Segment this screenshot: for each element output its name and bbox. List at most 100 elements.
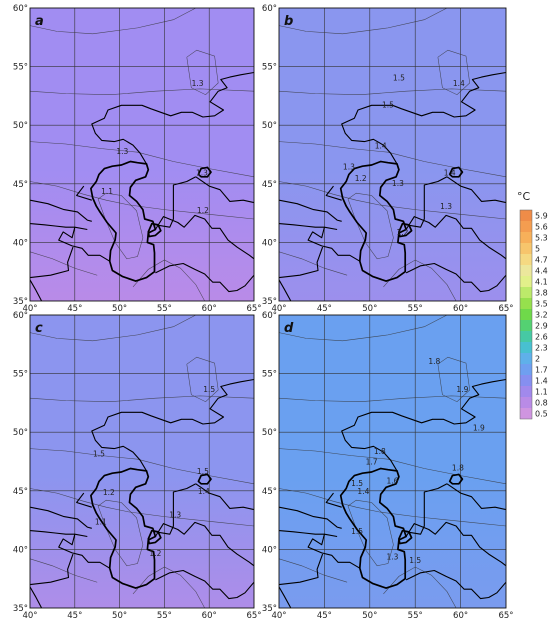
lon-tick-label: 65° xyxy=(246,611,261,621)
lon-tick-label: 55° xyxy=(157,611,172,621)
lon-tick-label: 50° xyxy=(362,304,377,314)
contour-label: 1.5 xyxy=(93,450,105,459)
contour-label: 1.2 xyxy=(149,549,161,558)
country-border xyxy=(325,492,342,508)
colorbar-swatch xyxy=(520,265,532,276)
country-border xyxy=(58,534,110,569)
country-border xyxy=(405,569,506,600)
lat-tick-label: 55° xyxy=(13,63,28,73)
colorbar-swatch xyxy=(520,364,532,375)
contour-line xyxy=(132,566,205,608)
country-border xyxy=(91,71,254,165)
contour-line xyxy=(347,499,394,567)
contour-line xyxy=(437,356,470,403)
lon-tick-label: 50° xyxy=(362,611,377,621)
colorbar-label: 2.3 xyxy=(535,344,548,353)
country-border xyxy=(30,530,88,538)
lat-tick-label: 40° xyxy=(262,238,277,248)
contour-label: 1.2 xyxy=(355,174,367,183)
lon-tick-label: 45° xyxy=(67,304,82,314)
contour-line xyxy=(30,181,254,220)
panel-frame xyxy=(29,314,255,609)
contour-line xyxy=(30,558,98,583)
colorbar-label: 2.9 xyxy=(535,322,548,331)
colorbar-label: 0.5 xyxy=(535,410,548,419)
contour-line xyxy=(186,49,219,96)
colorbar-label: 4.1 xyxy=(535,278,548,287)
contour-line xyxy=(347,192,394,260)
contour-label: 1.2 xyxy=(103,488,115,497)
panel-label: b xyxy=(284,14,293,29)
country-border xyxy=(30,586,43,608)
lon-tick-label: 60° xyxy=(453,611,468,621)
contour-label: 1.9 xyxy=(473,424,485,433)
colorbar-label: 3.2 xyxy=(535,311,548,320)
colorbar-swatch xyxy=(520,331,532,342)
temperature-field xyxy=(279,315,506,608)
colorbar-swatch xyxy=(520,221,532,232)
colorbar-swatch xyxy=(520,320,532,331)
temperature-field xyxy=(30,315,254,608)
colorbar-swatch xyxy=(520,287,532,298)
panel-frame xyxy=(29,7,255,302)
colorbar-swatch xyxy=(520,353,532,364)
lat-tick-label: 60° xyxy=(13,4,28,14)
country-border xyxy=(155,569,254,600)
contour-label: 1.9 xyxy=(456,385,468,394)
colorbar-label: 1.1 xyxy=(535,388,548,397)
country-border xyxy=(279,553,324,586)
contour-label: 1.5 xyxy=(393,73,405,82)
colorbar-unit: °C xyxy=(517,190,531,203)
country-border xyxy=(195,176,254,204)
country-border xyxy=(30,223,88,231)
country-border xyxy=(446,483,506,511)
contour-label: 1.2 xyxy=(197,206,209,215)
lon-tick-label: 40° xyxy=(271,611,286,621)
colorbar-label: 5.6 xyxy=(535,223,548,232)
colorbar-label: 5.9 xyxy=(535,212,548,221)
colorbar-swatch xyxy=(520,397,532,408)
kara-bogaz-gol-coastline xyxy=(398,222,413,238)
panel-label: d xyxy=(284,321,294,336)
contour-label: 1.5 xyxy=(203,385,215,394)
aral-sea-coastline xyxy=(197,166,212,178)
temperature-field xyxy=(30,8,254,301)
country-border xyxy=(30,553,74,586)
contour-label: 1.8 xyxy=(374,447,386,456)
contour-label: 1.1 xyxy=(101,187,113,196)
colorbar-swatch xyxy=(520,254,532,265)
lat-tick-label: 60° xyxy=(13,311,28,321)
contour-line xyxy=(30,8,196,35)
caspian-sea-coastline xyxy=(339,467,407,589)
lon-tick-label: 40° xyxy=(22,611,37,621)
contour-label: 1.5 xyxy=(197,467,209,476)
contour-line xyxy=(279,488,506,527)
panel-frame xyxy=(278,314,507,609)
lon-tick-label: 60° xyxy=(202,304,217,314)
contour-line xyxy=(186,356,219,403)
map-panel-c: 1.51.51.51.41.21.31.11.2c35°40°45°50°55°… xyxy=(13,311,262,621)
country-border xyxy=(405,521,506,567)
colorbar: °C 5.9 5.6 5.3 5 4.7 4.4 4.1 3.8 3.5 3.2 2.9 2.6 2.3 2… xyxy=(517,190,548,420)
country-border xyxy=(341,378,506,472)
lon-tick-label: 65° xyxy=(498,304,513,314)
panel-frame xyxy=(278,7,507,302)
contour-line xyxy=(97,192,144,260)
contour-label: 1.5 xyxy=(382,100,394,109)
contour-label: 1.3 xyxy=(387,553,399,562)
country-border xyxy=(154,214,254,260)
lat-tick-label: 40° xyxy=(13,238,28,248)
aral-sea-coastline xyxy=(448,166,464,178)
colorbar-swatch xyxy=(520,298,532,309)
colorbar-swatch xyxy=(520,243,532,254)
contour-line xyxy=(279,8,448,35)
contour-label: 1.4 xyxy=(357,487,369,496)
country-border xyxy=(279,199,342,222)
country-border xyxy=(30,279,43,301)
contour-line xyxy=(383,259,457,301)
country-border xyxy=(76,492,92,508)
lon-tick-label: 60° xyxy=(202,611,217,621)
colorbar-swatch xyxy=(520,408,532,419)
